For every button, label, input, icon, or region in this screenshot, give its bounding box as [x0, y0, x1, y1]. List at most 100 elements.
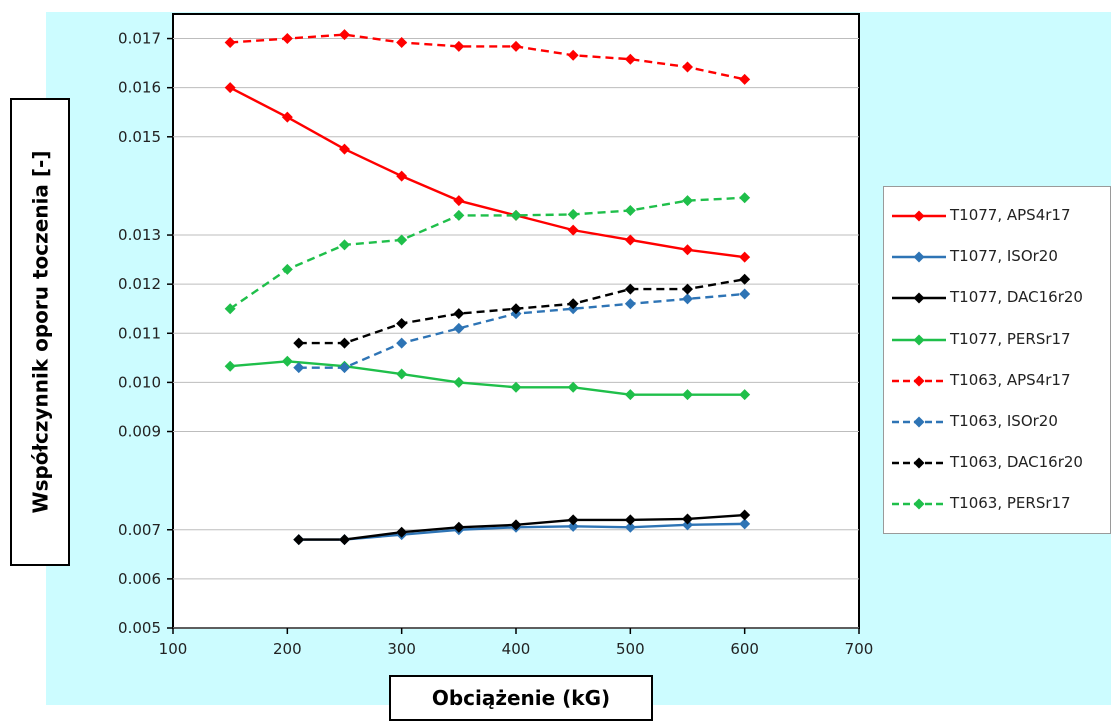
- y-axis-ticks: 0.005 0.006 0.007 0.009 0.010 0.011 0.012 0.013…: [118, 30, 173, 637]
- data-point-s7-p9: [739, 192, 751, 204]
- data-point-s3-p1: [281, 355, 293, 367]
- legend-swatch: [892, 498, 946, 510]
- y-tick-label: 0.015: [118, 128, 161, 146]
- y-tick-label: 0.011: [118, 324, 161, 342]
- data-point-s4-p2: [339, 29, 350, 41]
- legend-swatch: [892, 457, 946, 469]
- data-point-s6-p6: [624, 283, 636, 295]
- y-tick-label: 0.012: [118, 275, 161, 293]
- data-point-s5-p0: [293, 362, 305, 374]
- data-point-s6-p8: [739, 273, 751, 285]
- data-point-s0-p6: [567, 224, 579, 236]
- y-tick-label: 0.005: [118, 619, 161, 637]
- data-point-s3-p0: [224, 360, 236, 372]
- legend-swatch: [892, 251, 946, 263]
- y-tick-label: 0.007: [118, 521, 161, 539]
- x-tick-label: 200: [273, 640, 302, 658]
- data-point-s7-p7: [624, 204, 636, 216]
- data-point-s1-p8: [739, 518, 751, 530]
- data-point-s0-p3: [396, 170, 408, 182]
- data-point-s6-p0: [293, 337, 305, 349]
- legend-swatch: [892, 292, 946, 304]
- y-tick-label: 0.016: [118, 79, 161, 97]
- data-point-s7-p5: [510, 209, 522, 221]
- data-point-s6-p4: [510, 303, 522, 315]
- data-point-s0-p7: [624, 234, 636, 246]
- legend-label: T1063, PERSr17: [950, 494, 1071, 513]
- data-point-s2-p8: [739, 509, 751, 521]
- data-point-s3-p6: [567, 381, 579, 393]
- series-line-7: [229, 196, 745, 310]
- data-point-s3-p8: [682, 389, 693, 401]
- legend-label: T1077, ISOr20: [950, 247, 1058, 266]
- data-point-s0-p1: [281, 111, 293, 123]
- legend-item: T1077, ISOr20: [884, 238, 1110, 278]
- data-point-s5-p6: [624, 298, 636, 310]
- legend-swatch: [892, 375, 946, 387]
- y-tick-label: 0.013: [118, 226, 161, 244]
- data-point-s5-p7: [682, 293, 693, 305]
- data-point-s4-p8: [682, 61, 693, 73]
- legend-swatch: [892, 334, 946, 346]
- data-point-s7-p6: [567, 208, 579, 220]
- legend-item: T1077, DAC16r20: [884, 279, 1110, 319]
- data-point-s1-p5: [567, 520, 579, 532]
- data-point-s3-p7: [624, 389, 636, 401]
- data-point-s6-p5: [567, 298, 579, 310]
- x-axis-label: Obciążenie (kG): [389, 675, 653, 721]
- data-point-s4-p9: [739, 73, 751, 85]
- x-tick-label: 400: [502, 640, 531, 658]
- legend-item: T1063, PERSr17: [884, 485, 1110, 525]
- data-point-s0-p0: [224, 82, 236, 94]
- series-line-0: [229, 86, 745, 259]
- data-point-s6-p7: [682, 283, 693, 295]
- y-tick-label: 0.006: [118, 570, 161, 588]
- data-point-s4-p0: [224, 36, 236, 48]
- data-point-s4-p6: [567, 49, 579, 61]
- data-point-s0-p4: [453, 195, 465, 207]
- legend-label: T1063, DAC16r20: [950, 453, 1083, 472]
- data-point-s6-p3: [453, 308, 465, 320]
- x-tick-label: 300: [387, 640, 416, 658]
- x-tick-label: 500: [616, 640, 645, 658]
- data-point-s0-p8: [682, 244, 693, 256]
- data-point-s3-p9: [739, 389, 751, 401]
- data-point-s4-p7: [624, 53, 636, 65]
- data-point-s7-p4: [453, 209, 465, 221]
- data-point-s2-p0: [293, 534, 305, 546]
- data-point-s4-p5: [510, 40, 522, 52]
- data-point-s6-p1: [339, 337, 350, 349]
- y-axis-label: Współczynnik oporu toczenia [-]: [28, 150, 52, 514]
- legend-label: T1077, APS4r17: [950, 206, 1071, 224]
- data-point-s7-p2: [339, 239, 350, 251]
- data-point-s7-p8: [682, 195, 693, 207]
- legend: T1077, APS4r17 T1077, ISOr20 T1077, DAC16r…: [883, 186, 1111, 534]
- data-point-s4-p3: [396, 36, 408, 48]
- series-line-3: [230, 360, 745, 396]
- data-point-s2-p7: [682, 513, 693, 525]
- y-tick-label: 0.009: [118, 423, 161, 441]
- data-point-s3-p3: [396, 368, 408, 380]
- data-point-s5-p8: [739, 288, 751, 300]
- data-point-s7-p0: [224, 303, 236, 315]
- series-line-4: [230, 33, 745, 81]
- legend-item: T1063, APS4r17: [884, 362, 1110, 402]
- x-tick-label: 100: [159, 640, 188, 658]
- legend-label: T1077, PERSr17: [950, 329, 1071, 348]
- data-point-s3-p5: [510, 381, 522, 393]
- data-point-s7-p1: [281, 263, 293, 275]
- data-point-s4-p4: [453, 40, 465, 52]
- y-tick-label: 0.017: [118, 30, 161, 48]
- data-point-s1-p6: [624, 521, 636, 533]
- x-tick-label: 700: [845, 640, 874, 658]
- data-point-s2-p2: [396, 526, 408, 538]
- legend-item: T1063, ISOr20: [884, 403, 1110, 443]
- legend-label: T1077, DAC16r20: [950, 288, 1083, 307]
- data-point-s7-p3: [396, 234, 408, 246]
- data-point-s2-p1: [339, 534, 350, 546]
- x-tick-label: 600: [730, 640, 759, 658]
- data-point-s3-p4: [453, 376, 465, 388]
- data-point-s1-p7: [682, 519, 693, 531]
- legend-item: T1077, PERSr17: [884, 321, 1110, 361]
